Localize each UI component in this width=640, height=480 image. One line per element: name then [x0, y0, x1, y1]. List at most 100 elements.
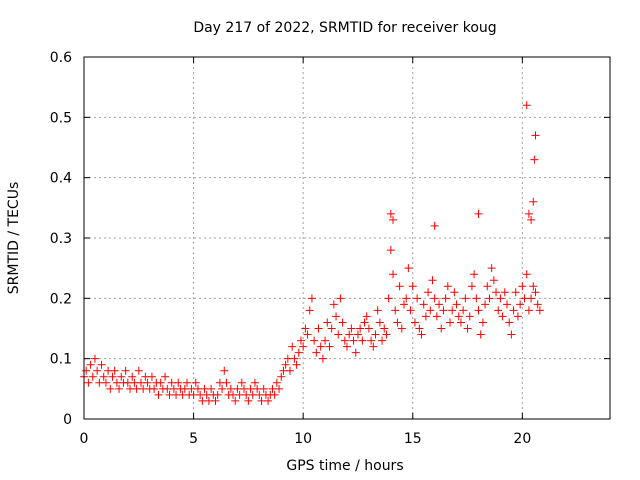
data-point	[86, 360, 95, 369]
data-point	[183, 378, 192, 387]
data-point	[174, 378, 183, 387]
data-point	[430, 221, 439, 230]
data-point	[533, 300, 542, 309]
data-point	[82, 366, 91, 375]
data-point	[143, 378, 152, 387]
data-point	[470, 270, 479, 279]
y-axis-label: SRMTID / TECUs	[6, 182, 22, 295]
data-point	[373, 306, 382, 315]
data-point	[472, 294, 481, 303]
data-point	[154, 390, 163, 399]
data-point	[386, 209, 395, 218]
data-point	[465, 312, 474, 321]
data-point	[522, 101, 531, 110]
data-point	[393, 318, 402, 327]
data-point	[367, 336, 376, 345]
data-point	[402, 294, 411, 303]
data-point	[459, 306, 468, 315]
data-point	[97, 360, 106, 369]
data-point	[134, 366, 143, 375]
data-point	[530, 155, 539, 164]
data-point	[494, 306, 503, 315]
data-point	[371, 330, 380, 339]
data-point	[299, 342, 308, 351]
data-point	[489, 276, 498, 285]
data-point	[417, 330, 426, 339]
data-point	[408, 282, 417, 291]
data-point	[336, 294, 345, 303]
data-point	[518, 282, 527, 291]
data-point	[502, 300, 511, 309]
data-point	[90, 354, 99, 363]
data-point	[437, 324, 446, 333]
data-point	[386, 246, 395, 255]
data-point	[389, 270, 398, 279]
y-tick-label: 0.5	[50, 110, 72, 126]
data-point	[369, 342, 378, 351]
data-point	[529, 282, 538, 291]
data-point	[529, 197, 538, 206]
data-point	[483, 282, 492, 291]
data-point	[264, 396, 273, 405]
x-tick-label: 0	[80, 431, 89, 447]
data-point	[415, 324, 424, 333]
data-point	[161, 372, 170, 381]
data-point	[389, 215, 398, 224]
data-point	[237, 378, 246, 387]
data-point	[382, 330, 391, 339]
data-point	[531, 131, 540, 140]
data-point	[439, 306, 448, 315]
data-point	[307, 294, 316, 303]
data-point	[250, 378, 259, 387]
data-point	[128, 372, 137, 381]
data-point	[524, 209, 533, 218]
data-point	[347, 324, 356, 333]
data-point	[378, 336, 387, 345]
data-point	[106, 384, 115, 393]
data-point	[410, 318, 419, 327]
data-points	[80, 101, 544, 405]
data-point	[406, 306, 415, 315]
data-point	[375, 318, 384, 327]
data-point	[452, 300, 461, 309]
data-point	[356, 324, 365, 333]
data-point	[481, 300, 490, 309]
data-point	[286, 366, 295, 375]
data-point	[454, 312, 463, 321]
y-tick-label: 0	[63, 412, 72, 428]
data-point	[450, 288, 459, 297]
data-point	[426, 306, 435, 315]
data-point	[364, 324, 373, 333]
data-point	[318, 354, 327, 363]
data-point	[99, 372, 108, 381]
x-tick-label: 10	[294, 431, 312, 447]
data-point	[474, 306, 483, 315]
data-point	[117, 372, 126, 381]
data-point	[207, 384, 216, 393]
data-point	[294, 348, 303, 357]
data-point	[325, 342, 334, 351]
data-point	[290, 354, 299, 363]
data-point	[316, 342, 325, 351]
data-point	[380, 324, 389, 333]
y-tick-label: 0.2	[50, 291, 72, 307]
data-point	[476, 330, 485, 339]
axes: 0 5 10 15 20 0 0.1 0.2 0.3 0.4 0.5 0.6	[50, 50, 610, 447]
data-point	[448, 306, 457, 315]
data-point	[272, 378, 281, 387]
data-point	[498, 312, 507, 321]
data-point	[511, 288, 520, 297]
data-point	[446, 318, 455, 327]
data-point	[110, 366, 119, 375]
data-point	[327, 324, 336, 333]
data-point	[150, 384, 159, 393]
data-point	[93, 366, 102, 375]
data-point	[303, 330, 312, 339]
data-point	[507, 330, 516, 339]
data-point	[478, 318, 487, 327]
data-point	[421, 312, 430, 321]
data-point	[351, 348, 360, 357]
data-point	[435, 300, 444, 309]
data-point	[485, 294, 494, 303]
